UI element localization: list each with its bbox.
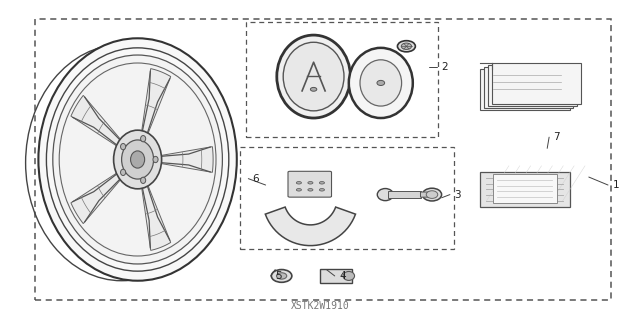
Text: 2: 2: [442, 62, 448, 72]
Ellipse shape: [308, 182, 313, 184]
Ellipse shape: [401, 43, 412, 49]
Ellipse shape: [296, 182, 301, 184]
Ellipse shape: [349, 48, 413, 118]
Polygon shape: [266, 207, 355, 246]
Ellipse shape: [276, 273, 287, 279]
Ellipse shape: [319, 189, 324, 191]
Polygon shape: [152, 147, 213, 172]
Ellipse shape: [426, 191, 438, 198]
Ellipse shape: [378, 189, 393, 201]
Ellipse shape: [114, 130, 161, 189]
Ellipse shape: [153, 156, 158, 163]
Ellipse shape: [131, 151, 145, 168]
Ellipse shape: [422, 188, 442, 201]
Text: XSTK2W1910: XSTK2W1910: [291, 301, 349, 311]
Ellipse shape: [120, 144, 125, 150]
Text: 3: 3: [454, 189, 461, 200]
Ellipse shape: [277, 35, 351, 118]
Ellipse shape: [284, 42, 344, 111]
Bar: [484, 67, 573, 108]
Bar: [480, 69, 570, 110]
Bar: [240, 147, 454, 249]
Ellipse shape: [360, 60, 402, 106]
Ellipse shape: [308, 189, 313, 191]
FancyArrow shape: [388, 191, 421, 198]
FancyBboxPatch shape: [288, 171, 332, 197]
Ellipse shape: [377, 80, 385, 85]
Bar: [488, 65, 577, 106]
Ellipse shape: [310, 87, 317, 91]
Ellipse shape: [141, 177, 146, 183]
Ellipse shape: [52, 55, 223, 264]
Polygon shape: [140, 175, 171, 250]
Ellipse shape: [38, 38, 237, 281]
FancyArrow shape: [320, 269, 352, 283]
Bar: [480, 172, 570, 207]
Text: 7: 7: [554, 132, 560, 142]
Ellipse shape: [122, 140, 154, 179]
Bar: [492, 63, 581, 104]
Ellipse shape: [343, 271, 355, 280]
Text: 4: 4: [339, 271, 346, 281]
Bar: [246, 22, 438, 137]
Bar: [493, 174, 557, 203]
Text: 6: 6: [253, 174, 259, 184]
Ellipse shape: [271, 270, 292, 282]
Ellipse shape: [120, 169, 125, 175]
Text: 1: 1: [612, 180, 619, 190]
Ellipse shape: [319, 182, 324, 184]
Ellipse shape: [141, 136, 146, 142]
Ellipse shape: [296, 189, 301, 191]
Polygon shape: [140, 69, 171, 144]
Text: 5: 5: [275, 271, 282, 281]
Bar: [35, 19, 611, 300]
FancyArrow shape: [420, 192, 437, 197]
Polygon shape: [71, 167, 127, 224]
Polygon shape: [71, 95, 127, 152]
Ellipse shape: [397, 41, 415, 52]
